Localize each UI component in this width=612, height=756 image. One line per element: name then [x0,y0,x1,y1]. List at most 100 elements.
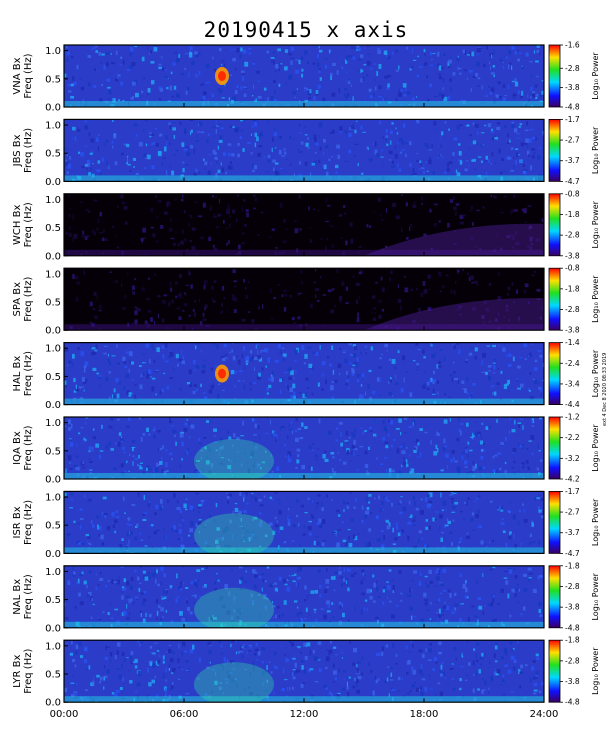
colorbar-tick-label: -1.7 [565,487,580,496]
colorbar-tick-label: -3.4 [565,379,580,388]
spectrogram-background [64,491,544,554]
colorbar-tick-label: -1.8 [565,636,580,645]
panel-lyr: 0.0 0.5 1.0 LYR Bx Freq (Hz) -1.8 -2.8 -3.8 -4.8… [12,636,600,709]
colorbar-tick-label: -0.8 [565,189,580,198]
y-tick-label: 0.5 [45,670,61,681]
colorbar-tick-label: -1.7 [565,115,580,124]
colorbar-tick-label: -1.2 [565,413,580,422]
colorbar-tick-label: -1.8 [565,561,580,570]
y-axis-label: Freq (Hz) [23,202,34,247]
colorbar-tick-label: -4.7 [565,549,580,558]
colorbar-tick-label: -1.4 [565,338,580,347]
y-tick-label: 0.0 [45,698,61,709]
colorbar-tick-label: -2.7 [565,136,580,145]
y-tick-label: 0.5 [45,446,61,457]
colorbar [548,267,561,331]
y-axis-label: VNA Bx [12,57,23,94]
colorbar-tick-label: -4.8 [565,103,580,112]
y-tick-label: 1.0 [45,344,61,355]
y-tick-label: 0.0 [45,400,61,411]
colorbar-tick-label: -0.8 [565,264,580,273]
x-tick-label: 12:00 [290,709,319,720]
y-axis-label: Freq (Hz) [23,500,34,545]
colorbar-label: Log₁₀ Power [591,349,600,397]
y-tick-label: 1.0 [45,46,61,57]
colorbar-tick-label: -2.7 [565,508,580,517]
y-tick-label: 0.5 [45,223,61,234]
colorbar [548,44,561,108]
spectrogram-background [64,45,544,107]
y-tick-label: 1.0 [45,493,61,504]
colorbar-tick-label: -3.7 [565,156,580,165]
y-axis-label: Freq (Hz) [23,277,34,322]
y-axis-label: NAL Bx [12,579,23,615]
spectrogram-background [64,417,544,479]
colorbar-tick-label: -2.4 [565,359,580,368]
y-axis-label: Freq (Hz) [23,649,34,694]
panel-wch: 0.0 0.5 1.0 WCH Bx Freq (Hz) -0.8 -1.8 -2.8 -3.8… [12,189,600,262]
colorbar-label: Log₁₀ Power [591,126,600,174]
colorbar [548,490,561,554]
y-tick-label: 0.5 [45,298,61,309]
colorbar-tick-label: -4.8 [565,698,580,707]
colorbar-tick-label: -2.8 [565,582,580,591]
y-tick-label: 1.0 [45,269,61,280]
colorbar-tick-label: -4.2 [565,475,580,484]
colorbar-tick-label: -3.8 [565,603,580,612]
spectrogram-background [64,193,544,256]
x-tick-label: 00:00 [50,709,79,720]
colorbar [548,119,561,182]
spectrogram-background [64,268,544,331]
colorbar [548,565,561,629]
colorbar-tick-label: -3.7 [565,528,580,537]
x-tick-label: 06:00 [170,709,199,720]
x-tick-label: 24:00 [530,709,559,720]
y-tick-label: 0.0 [45,326,61,337]
panel-isr: 0.0 0.5 1.0 ISR Bx Freq (Hz) -1.7 -2.7 -3.7 -4.7… [12,487,600,560]
colorbar-tick-label: -3.8 [565,326,580,335]
colorbar-tick-label: -3.8 [565,677,580,686]
y-tick-label: 0.0 [45,177,61,188]
colorbar-label: Log₁₀ Power [591,572,600,620]
colorbar-tick-label: -2.8 [565,64,580,73]
y-tick-label: 1.0 [45,641,61,652]
colorbar-tick-label: -2.2 [565,433,580,442]
colorbar-label: Log₁₀ Power [591,498,600,546]
colorbar-tick-label: -1.8 [565,210,580,219]
spectrogram-background [64,119,544,182]
colorbar-tick-label: -4.4 [565,400,580,409]
y-axis-label: IQA Bx [12,431,23,465]
y-tick-label: 1.0 [45,195,61,206]
panel-spa: 0.0 0.5 1.0 SPA Bx Freq (Hz) -0.8 -1.8 -2.8 -3.8… [12,264,600,337]
colorbar-label: Log₁₀ Power [591,200,600,248]
y-axis-label: Freq (Hz) [23,574,34,619]
panel-vna: 0.0 0.5 1.0 VNA Bx Freq (Hz) -1.6 -2.8 -3.8 -4.8… [12,41,600,114]
colorbar-label: Log₁₀ Power [591,275,600,323]
colorbar-tick-label: -2.8 [565,231,580,240]
y-axis-label: LYR Bx [12,654,23,687]
panel-nal: 0.0 0.5 1.0 NAL Bx Freq (Hz) -1.8 -2.8 -3.8 -4.8… [12,561,600,634]
y-tick-label: 0.5 [45,595,61,606]
y-tick-label: 0.5 [45,372,61,383]
y-axis-label: Freq (Hz) [23,425,34,470]
panel-jbs: 0.0 0.5 1.0 JBS Bx Freq (Hz) -1.7 -2.7 -3.7 -4.7… [12,115,600,188]
y-tick-label: 0.0 [45,103,61,114]
x-tick-label: 18:00 [410,709,439,720]
y-axis-label: Freq (Hz) [23,128,34,173]
y-axis-label: JBS Bx [12,134,23,167]
y-tick-label: 0.0 [45,623,61,634]
y-axis-label: SPA Bx [12,282,23,317]
colorbar [548,342,561,406]
y-axis-label: Freq (Hz) [23,351,34,396]
colorbar [548,193,561,257]
y-tick-label: 0.0 [45,475,61,486]
colorbar-tick-label: -1.6 [565,41,580,50]
panel-iqa: 0.0 0.5 1.0 IQA Bx Freq (Hz) -1.2 -2.2 -3.2 -4.2… [12,413,600,486]
colorbar-tick-label: -2.8 [565,305,580,314]
colorbar [548,416,561,480]
side-annotation: ext 4 Dec 8 2020 08:33 2019 [602,352,608,426]
y-tick-label: 0.0 [45,251,61,262]
colorbar-label: Log₁₀ Power [591,52,600,100]
panel-hal: 0.0 0.5 1.0 HAL Bx Freq (Hz) -1.4 -2.4 -3.4 -4.4… [12,338,600,411]
